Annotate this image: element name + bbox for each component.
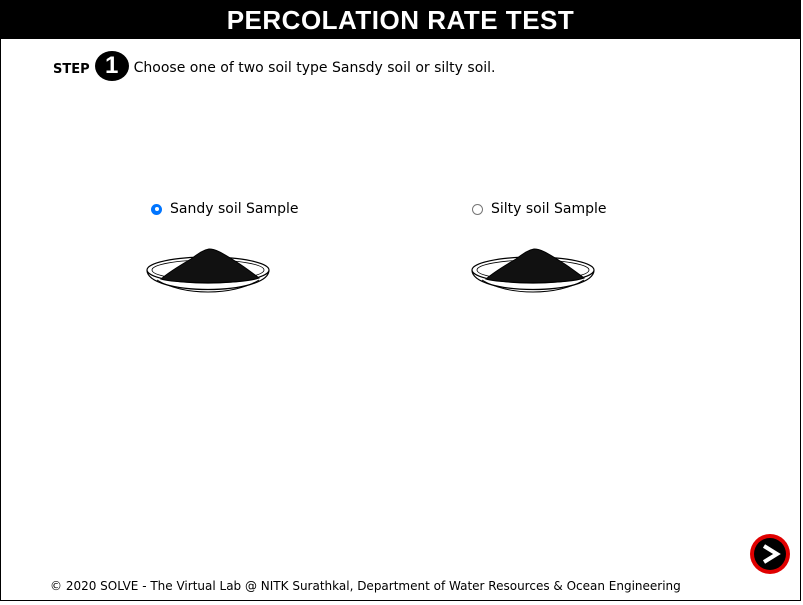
- silty-soil-radio[interactable]: [472, 203, 483, 215]
- step-text: Choose one of two soil type Sansdy soil …: [133, 60, 496, 76]
- step-instruction: STEP 1 Choose one of two soil type Sansd…: [53, 51, 496, 81]
- sandy-soil-label: Sandy soil Sample: [170, 201, 299, 217]
- next-button[interactable]: [750, 534, 790, 574]
- page-title: PERCOLATION RATE TEST: [1, 1, 800, 39]
- silty-soil-option[interactable]: Silty soil Sample: [472, 201, 606, 217]
- step-label: STEP: [53, 61, 90, 77]
- silty-soil-label: Silty soil Sample: [491, 201, 607, 217]
- footer-copyright: © 2020 SOLVE - The Virtual Lab @ NITK Su…: [50, 579, 681, 593]
- sandy-soil-radio[interactable]: [151, 203, 162, 215]
- silty-soil-bowl-icon: [471, 248, 595, 293]
- sandy-soil-bowl-icon: [146, 248, 270, 293]
- next-arrow-icon: [754, 538, 786, 570]
- step-number-badge: 1: [94, 51, 129, 81]
- sandy-soil-option[interactable]: Sandy soil Sample: [151, 201, 299, 217]
